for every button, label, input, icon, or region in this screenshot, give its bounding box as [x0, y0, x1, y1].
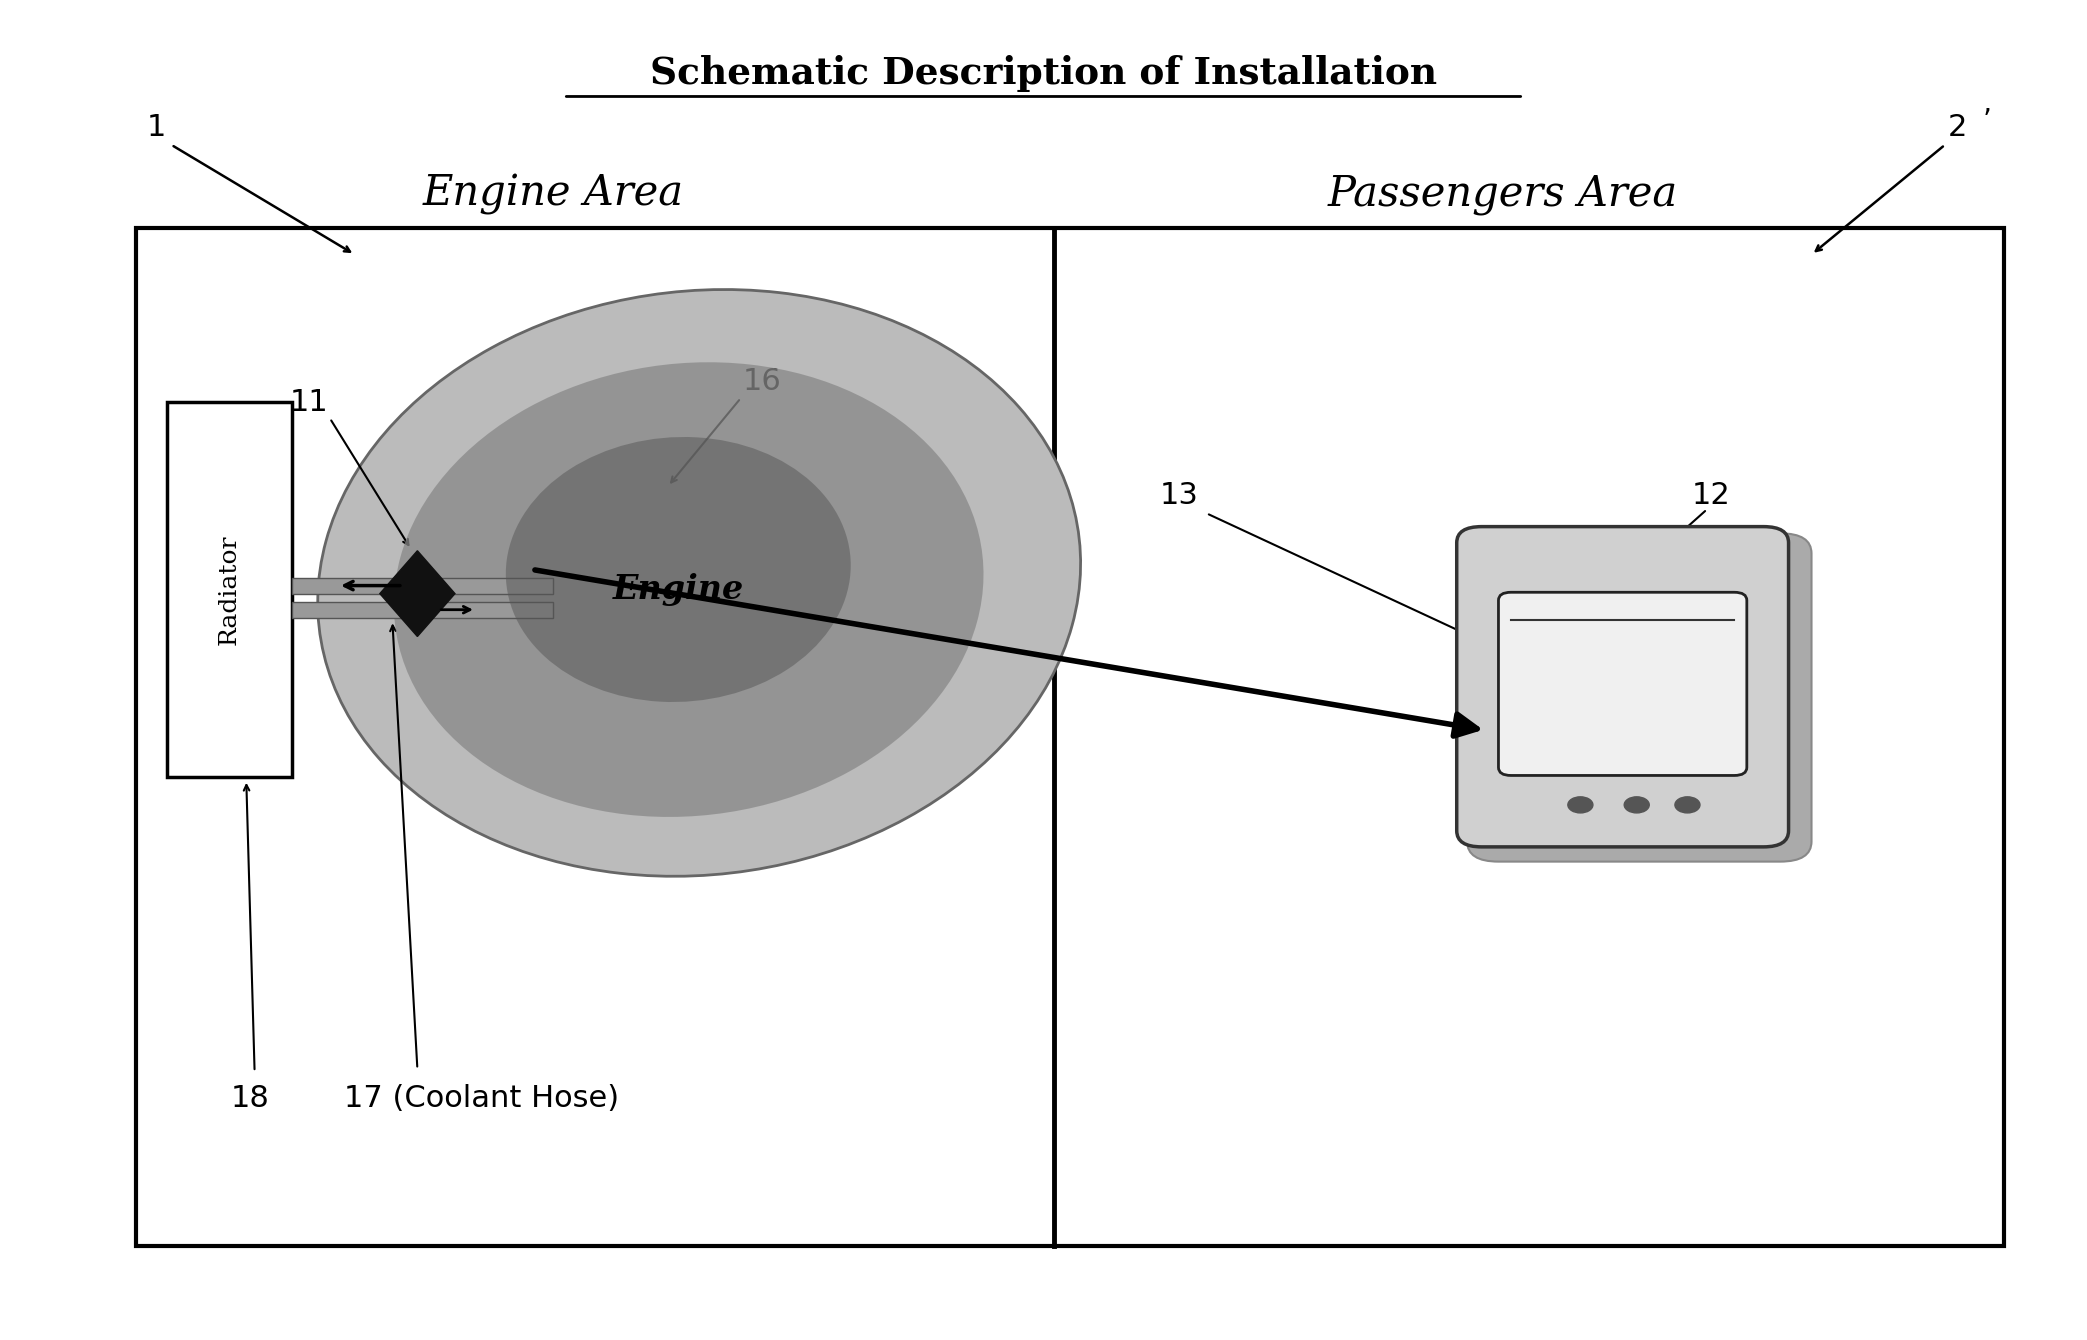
FancyBboxPatch shape [1498, 592, 1747, 776]
FancyBboxPatch shape [136, 228, 2004, 1246]
Text: 17 (Coolant Hose): 17 (Coolant Hose) [344, 1084, 620, 1114]
Text: 13: 13 [1160, 481, 1198, 511]
Text: Engine: Engine [614, 574, 743, 606]
FancyBboxPatch shape [1467, 533, 1812, 862]
Ellipse shape [394, 362, 983, 817]
Text: 12: 12 [1693, 481, 1730, 511]
Ellipse shape [505, 437, 851, 702]
Ellipse shape [317, 289, 1081, 876]
Polygon shape [380, 551, 455, 636]
Circle shape [1567, 797, 1592, 813]
Text: Schematic Description of Installation: Schematic Description of Installation [649, 55, 1438, 92]
Text: 2: 2 [1947, 113, 1968, 142]
Text: ’: ’ [1983, 107, 1991, 134]
Text: 1: 1 [146, 113, 167, 142]
Bar [292, 578, 553, 594]
Text: 18: 18 [232, 1084, 269, 1114]
Text: 16: 16 [743, 367, 781, 397]
Circle shape [1624, 797, 1649, 813]
Text: 11: 11 [290, 387, 328, 417]
Circle shape [1676, 797, 1701, 813]
Text: Engine Area: Engine Area [422, 173, 685, 216]
Text: Radiator: Radiator [217, 535, 242, 645]
Bar [292, 602, 553, 618]
Bar [167, 402, 292, 777]
Text: Passengers Area: Passengers Area [1327, 173, 1678, 216]
FancyBboxPatch shape [1457, 527, 1789, 847]
